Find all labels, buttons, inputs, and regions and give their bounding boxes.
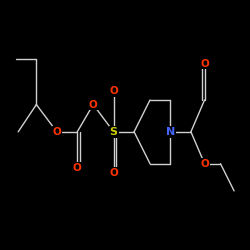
Text: O: O [200, 59, 209, 69]
Text: S: S [110, 127, 118, 137]
Text: O: O [73, 163, 82, 173]
Text: O: O [52, 127, 61, 137]
Text: O: O [200, 159, 209, 169]
Text: O: O [109, 168, 118, 178]
Text: O: O [109, 86, 118, 96]
Text: N: N [166, 127, 175, 137]
Text: O: O [89, 100, 98, 110]
